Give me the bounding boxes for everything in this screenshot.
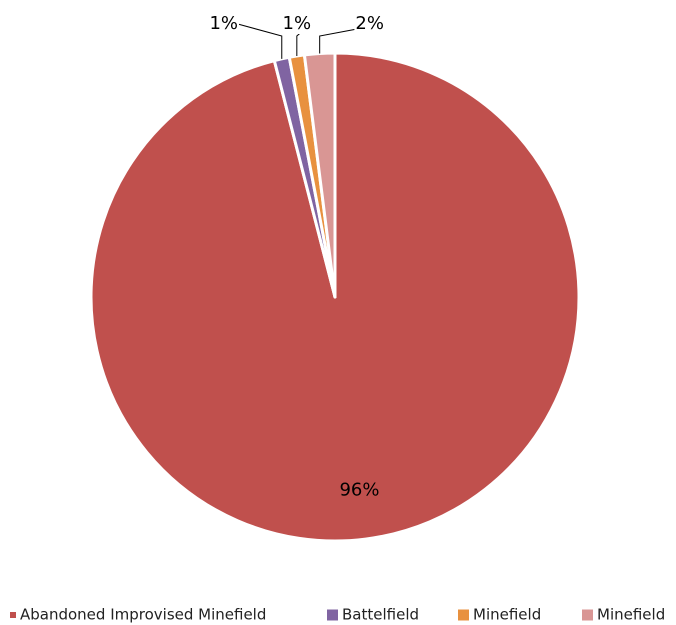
label-bg <box>354 13 385 34</box>
legend: Abandoned Improvised Minefield Battelfiel… <box>10 606 665 624</box>
legend-swatch <box>327 609 338 621</box>
label-bg <box>208 13 240 34</box>
pie: 96% 1% 1% 2% <box>89 13 581 543</box>
legend-swatch <box>582 609 593 621</box>
data-label: 1% <box>283 13 312 34</box>
label-bg <box>281 13 313 34</box>
data-label: 2% <box>355 13 384 34</box>
data-label: 96% <box>339 480 379 501</box>
legend-swatch <box>10 612 16 618</box>
legend-label: Minefield <box>473 606 541 624</box>
legend-label: Minefield <box>597 606 665 624</box>
leader-line <box>237 23 283 59</box>
legend-label: Battelfield <box>342 606 419 624</box>
legend-swatch <box>458 609 469 621</box>
legend-label: Abandoned Improvised Minefield <box>20 606 266 624</box>
data-label: 1% <box>209 13 238 34</box>
